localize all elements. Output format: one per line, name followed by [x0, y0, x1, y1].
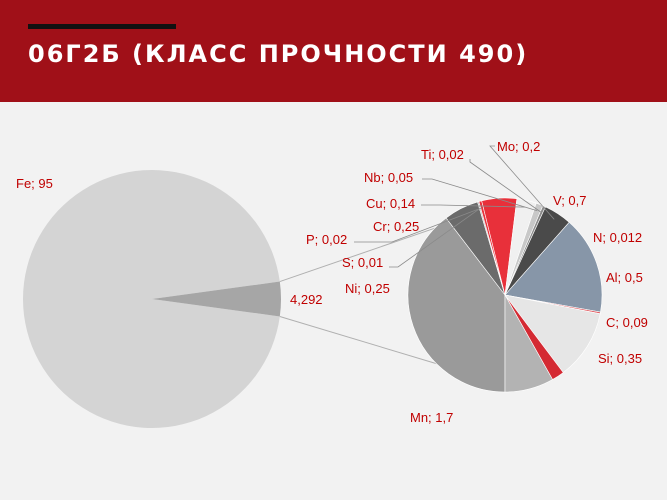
slice-label-n: N; 0,012 — [593, 230, 642, 245]
slice-label-al: Al; 0,5 — [606, 270, 643, 285]
leader-lines — [354, 145, 555, 268]
leader-line-mo — [489, 145, 555, 220]
slice-label-p: P; 0,02 — [306, 232, 347, 247]
leader-line-cu — [421, 204, 526, 208]
page-title: 06Г2Б (КЛАСС ПРОЧНОСТИ 490) — [28, 40, 529, 68]
slice-label-nb: Nb; 0,05 — [364, 170, 413, 185]
slice-mn — [407, 217, 506, 393]
title-banner: 06Г2Б (КЛАСС ПРОЧНОСТИ 490) — [0, 0, 667, 102]
slice-label-ni: Ni; 0,25 — [345, 281, 390, 296]
leader-line-nb — [422, 178, 538, 212]
slice-label-ti: Ti; 0,02 — [421, 147, 464, 162]
slice-label-s: S; 0,01 — [342, 255, 383, 270]
main-pie — [22, 170, 281, 429]
slice-v — [504, 221, 603, 313]
leader-line-p — [354, 207, 483, 243]
slice-label-mo: Mo; 0,2 — [497, 139, 540, 154]
main-slice-label: Fe; 95 — [16, 176, 53, 191]
leader-line-s — [389, 207, 481, 268]
slice-al — [504, 294, 601, 373]
other-slice-label: 4,292 — [290, 292, 323, 307]
pie-of-pie-chart: Fe; 95 4,292 Mn; 1,7 Ni; 0,25 S; 0,01 P;… — [16, 139, 648, 429]
slice-label-cu: Cu; 0,14 — [366, 196, 415, 211]
main-slice-fe — [22, 170, 280, 429]
slice-label-cr: Cr; 0,25 — [373, 219, 419, 234]
slice-si — [504, 293, 553, 393]
slice-label-si: Si; 0,35 — [598, 351, 642, 366]
slice-label-v: V; 0,7 — [553, 193, 586, 208]
leader-line-ti — [469, 159, 542, 213]
header-rule — [28, 24, 176, 29]
connector-line-top — [279, 227, 436, 283]
secondary-pie — [407, 197, 603, 393]
connector-lines — [279, 227, 438, 365]
slice-label-mn: Mn; 1,7 — [410, 410, 453, 425]
connector-line-bottom — [279, 315, 438, 365]
slice-label-c: C; 0,09 — [606, 315, 648, 330]
main-slice-other — [152, 281, 281, 317]
